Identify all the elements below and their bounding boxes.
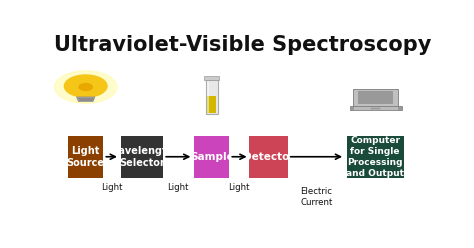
Text: Light: Light (228, 184, 250, 192)
Text: Detector: Detector (243, 152, 294, 162)
FancyBboxPatch shape (358, 91, 393, 104)
FancyBboxPatch shape (354, 107, 398, 110)
Text: Sample: Sample (190, 152, 234, 162)
Text: Light: Light (101, 184, 123, 192)
FancyBboxPatch shape (121, 136, 163, 178)
FancyBboxPatch shape (249, 136, 288, 178)
Circle shape (64, 75, 107, 97)
Text: Electric
Current: Electric Current (300, 187, 333, 207)
FancyBboxPatch shape (204, 76, 219, 80)
Text: Light: Light (167, 184, 189, 192)
Polygon shape (76, 97, 95, 101)
FancyBboxPatch shape (68, 136, 103, 178)
Text: Light
Source: Light Source (67, 146, 105, 168)
Text: Ultraviolet-Visible Spectroscopy: Ultraviolet-Visible Spectroscopy (54, 35, 432, 56)
FancyBboxPatch shape (350, 106, 401, 110)
Text: Wavelength
Selector: Wavelength Selector (109, 146, 175, 168)
FancyBboxPatch shape (207, 96, 217, 113)
Text: Computer
for Single
Processing
and Output: Computer for Single Processing and Outpu… (346, 136, 404, 178)
FancyBboxPatch shape (346, 136, 404, 178)
FancyBboxPatch shape (194, 136, 229, 178)
FancyBboxPatch shape (353, 89, 399, 107)
Circle shape (55, 71, 117, 103)
Circle shape (79, 84, 92, 91)
FancyBboxPatch shape (372, 108, 380, 109)
FancyBboxPatch shape (206, 80, 218, 114)
